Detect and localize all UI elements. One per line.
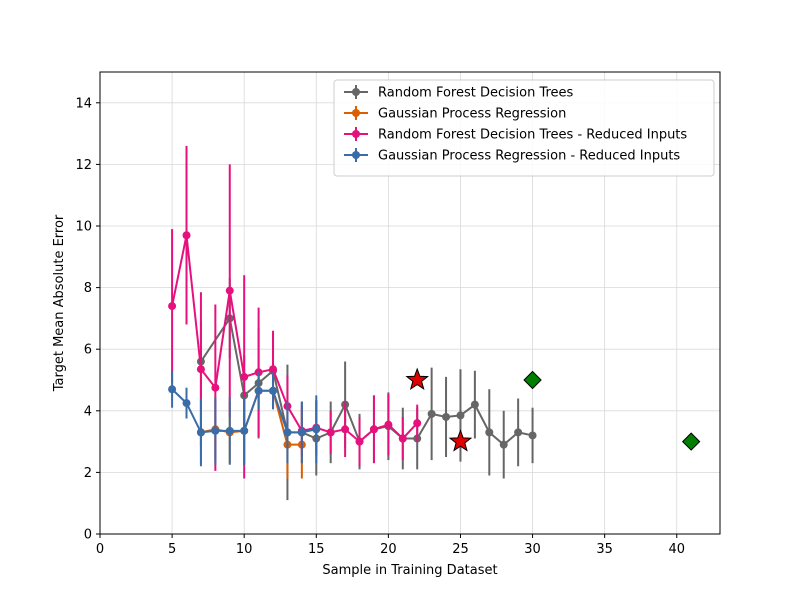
data-point <box>225 426 234 435</box>
x-tick-label: 40 <box>668 542 685 557</box>
legend-marker <box>352 109 360 117</box>
x-tick-label: 0 <box>96 542 104 557</box>
data-point <box>528 431 537 440</box>
legend-box <box>333 79 715 177</box>
legend-item: Random Forest Decision Trees <box>344 85 574 101</box>
legend-item: Gaussian Process Regression <box>344 106 566 122</box>
series-3 <box>168 145 422 479</box>
y-tick-label: 2 <box>84 466 92 481</box>
data-point <box>196 428 205 437</box>
legend-label: Random Forest Decision Trees - Reduced I… <box>378 128 687 143</box>
data-point <box>427 409 436 418</box>
data-point <box>355 437 364 446</box>
data-point <box>283 428 292 437</box>
data-point <box>398 434 407 443</box>
y-tick-label: 12 <box>75 158 92 173</box>
legend-label: Gaussian Process Regression - Reduced In… <box>378 149 680 164</box>
data-point <box>297 428 306 437</box>
y-tick-label: 6 <box>84 343 92 358</box>
y-tick-label: 4 <box>84 404 92 419</box>
x-tick-label: 10 <box>236 542 253 557</box>
data-point <box>499 440 508 449</box>
y-axis-label: Target Mean Absolute Error <box>52 214 67 392</box>
data-point <box>514 428 523 437</box>
legend-item: Random Forest Decision Trees - Reduced I… <box>344 127 687 143</box>
diamond-marker <box>523 370 542 390</box>
legend-label: Random Forest Decision Trees <box>378 86 574 101</box>
data-point <box>168 385 177 394</box>
legend-marker <box>352 88 360 96</box>
y-tick-label: 14 <box>75 96 92 111</box>
data-point <box>312 425 321 434</box>
legend-item: Gaussian Process Regression - Reduced In… <box>344 148 680 164</box>
data-point <box>168 302 177 311</box>
star-marker <box>405 367 430 391</box>
data-point <box>369 425 378 434</box>
series-4 <box>168 370 321 467</box>
data-point <box>442 412 451 421</box>
data-point <box>240 372 249 381</box>
data-point <box>196 365 205 374</box>
y-tick-label: 0 <box>84 528 92 543</box>
data-point <box>413 419 422 428</box>
legend: Random Forest Decision Trees Gaussian Pro… <box>333 79 715 177</box>
data-point <box>182 399 191 408</box>
data-point <box>182 231 191 240</box>
ticks: 0 5 10 15 20 25 30 35 40 0 2 4 6 8 10 12 14 <box>75 96 685 557</box>
data-point <box>254 386 263 395</box>
data-point <box>456 411 465 420</box>
x-tick-label: 35 <box>596 542 613 557</box>
legend-marker <box>352 130 360 138</box>
data-point <box>269 365 278 374</box>
data-point <box>240 426 249 435</box>
data-point <box>341 425 350 434</box>
x-tick-label: 30 <box>524 542 541 557</box>
y-tick-label: 10 <box>75 220 92 235</box>
star-marker <box>448 429 473 452</box>
plot-frame <box>99 71 721 535</box>
legend-marker <box>352 151 360 159</box>
x-tick-label: 20 <box>380 542 397 557</box>
x-tick-label: 5 <box>168 542 176 557</box>
x-tick-label: 25 <box>452 542 469 557</box>
x-tick-label: 15 <box>308 542 325 557</box>
data-point <box>485 428 494 437</box>
data-point <box>269 386 278 395</box>
y-tick-label: 8 <box>84 281 92 296</box>
data-point <box>470 400 479 409</box>
markers-layer <box>405 367 701 452</box>
series-layer <box>168 145 537 501</box>
data-point <box>326 428 335 437</box>
x-axis-label: Sample in Training Dataset <box>322 563 497 578</box>
data-point <box>225 286 234 295</box>
data-point <box>211 383 220 392</box>
diamond-marker <box>681 432 701 451</box>
data-point <box>211 426 220 435</box>
data-point <box>384 420 393 429</box>
legend-label: Gaussian Process Regression <box>378 107 566 122</box>
